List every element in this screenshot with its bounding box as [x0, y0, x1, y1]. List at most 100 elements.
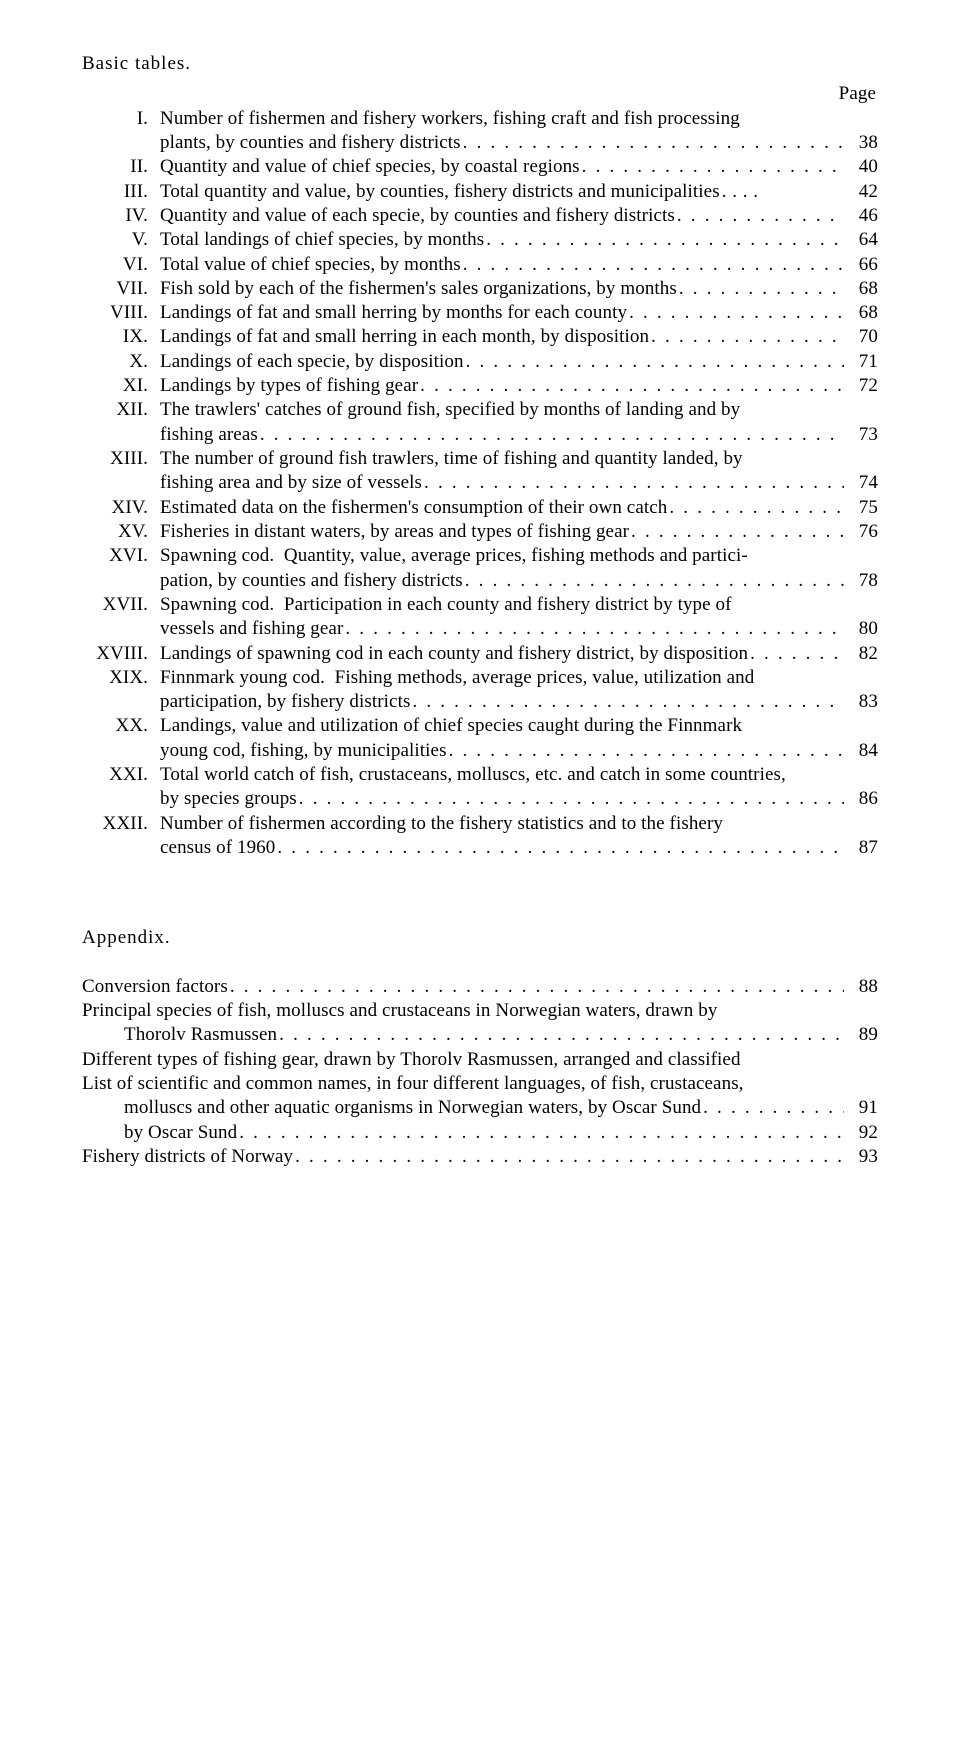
toc-page-number: 86: [844, 787, 878, 811]
appendix-page-number: 93: [844, 1145, 878, 1169]
toc-row: XXI.Total world catch of fish, crustacea…: [82, 763, 878, 812]
toc-roman-numeral: I.: [82, 107, 160, 131]
toc-entry-body: Landings of fat and small herring by mon…: [160, 301, 878, 325]
toc-entry-text: Spawning cod. Quantity, value, average p…: [160, 544, 748, 568]
toc-entry-body: The number of ground fish trawlers, time…: [160, 447, 878, 496]
toc-entry-body: Fish sold by each of the fishermen's sal…: [160, 277, 878, 301]
toc-page-number: 70: [844, 325, 878, 349]
toc-page-number: 78: [844, 569, 878, 593]
toc-roman-numeral: XIV.: [82, 496, 160, 520]
toc-entry-text: vessels and fishing gear: [160, 617, 343, 641]
toc-roman-numeral: XIX.: [82, 666, 160, 690]
toc-roman-numeral: III.: [82, 180, 160, 204]
toc-entry-line: census of 1960 . . . . . . . . . . . . .…: [160, 836, 878, 860]
toc-roman-numeral: XX.: [82, 714, 160, 738]
toc-entry-line: participation, by fishery districts . . …: [160, 690, 878, 714]
toc-row: XIV.Estimated data on the fishermen's co…: [82, 496, 878, 520]
toc-page-number: 68: [844, 277, 878, 301]
appendix-entry-line: Conversion factors . . . . . . . . . . .…: [82, 975, 878, 999]
toc-entry-body: Landings of each specie, by disposition …: [160, 350, 878, 374]
toc-leader-dots: . . . . . . . . . . . . . . . . . . . . …: [461, 131, 844, 155]
toc-roman-numeral: IV.: [82, 204, 160, 228]
appendix-entry-line: List of scientific and common names, in …: [82, 1072, 878, 1096]
toc-entry-text: Total landings of chief species, by mont…: [160, 228, 484, 252]
toc-row: VII.Fish sold by each of the fishermen's…: [82, 277, 878, 301]
toc-roman-numeral: VII.: [82, 277, 160, 301]
toc-page-number: 84: [844, 739, 878, 763]
toc-entry-line: Number of fishermen and fishery workers,…: [160, 107, 878, 131]
appendix-page-number: 91: [844, 1096, 878, 1120]
toc-entry-body: Landings of fat and small herring in eac…: [160, 325, 878, 349]
toc-roman-numeral: VI.: [82, 253, 160, 277]
appendix-row: by Oscar Sund . . . . . . . . . . . . . …: [82, 1121, 878, 1145]
toc-page-number: 68: [844, 301, 878, 325]
toc-row: XIX.Finnmark young cod. Fishing methods,…: [82, 666, 878, 715]
toc-row: I.Number of fishermen and fishery worker…: [82, 107, 878, 156]
toc-row: XI.Landings by types of fishing gear . .…: [82, 374, 878, 398]
toc-entry-line: pation, by counties and fishery district…: [160, 569, 878, 593]
toc-entry-text: Finnmark young cod. Fishing methods, ave…: [160, 666, 754, 690]
toc-leader-dots: . . . . . . . . . . . . . . . . . . . . …: [484, 228, 844, 252]
toc-entry-text: Total value of chief species, by months: [160, 253, 461, 277]
toc-leader-dots: . . . . . . . . . . . . . . . . . . . . …: [418, 374, 844, 398]
toc-entry-body: Quantity and value of each specie, by co…: [160, 204, 878, 228]
toc-entry-line: Total landings of chief species, by mont…: [160, 228, 878, 252]
toc-leader-dots: . . . . . . . . . . . . . . . . . . . . …: [461, 253, 844, 277]
toc-roman-numeral: XV.: [82, 520, 160, 544]
toc-entry-text: participation, by fishery districts: [160, 690, 410, 714]
toc-entry-line: fishing area and by size of vessels . . …: [160, 471, 878, 495]
toc-page-number: 76: [844, 520, 878, 544]
toc-row: III.Total quantity and value, by countie…: [82, 180, 878, 204]
toc-entry-text: Estimated data on the fishermen's consum…: [160, 496, 667, 520]
toc-page-number: 87: [844, 836, 878, 860]
appendix-row: Conversion factors . . . . . . . . . . .…: [82, 975, 878, 999]
toc-entry-text: fishing area and by size of vessels: [160, 471, 422, 495]
toc-entry-line: Landings of fat and small herring by mon…: [160, 301, 878, 325]
appendix-page-number: 89: [844, 1023, 878, 1047]
toc-leader-dots: . . . . . . . . . . . . . . . . . . . . …: [422, 471, 844, 495]
toc-entry-line: Landings of each specie, by disposition …: [160, 350, 878, 374]
appendix-page-number: 88: [844, 975, 878, 999]
toc-roman-numeral: XVI.: [82, 544, 160, 568]
toc-row: VIII.Landings of fat and small herring b…: [82, 301, 878, 325]
toc-page-number: 83: [844, 690, 878, 714]
toc-entry-line: plants, by counties and fishery district…: [160, 131, 878, 155]
toc-entry-text: plants, by counties and fishery district…: [160, 131, 461, 155]
appendix-entry-body: Conversion factors . . . . . . . . . . .…: [82, 975, 878, 999]
appendix-entry-body: List of scientific and common names, in …: [82, 1072, 878, 1121]
toc-entry-text: Landings of each specie, by disposition: [160, 350, 464, 374]
toc-entry-text: fishing areas: [160, 423, 258, 447]
toc-leader-dots: . . . . . . . . . . . . . . . . . . . . …: [649, 325, 844, 349]
toc-roman-numeral: II.: [82, 155, 160, 179]
toc-row: X.Landings of each specie, by dispositio…: [82, 350, 878, 374]
toc-entry-line: Landings, value and utilization of chief…: [160, 714, 878, 738]
toc-page-number: 73: [844, 423, 878, 447]
appendix-row: Principal species of fish, molluscs and …: [82, 999, 878, 1048]
toc-leader-dots: . . . . . . . . . . . . . . . . . . . . …: [447, 739, 844, 763]
appendix-entry-body: by Oscar Sund . . . . . . . . . . . . . …: [82, 1121, 878, 1145]
toc-entry-text: Fish sold by each of the fishermen's sal…: [160, 277, 677, 301]
toc-entry-line: by species groups . . . . . . . . . . . …: [160, 787, 878, 811]
toc-entry-line: Total quantity and value, by counties, f…: [160, 180, 878, 204]
toc-entry-text: Fisheries in distant waters, by areas an…: [160, 520, 629, 544]
appendix-entry-line: Thorolv Rasmussen . . . . . . . . . . . …: [82, 1023, 878, 1047]
toc-roman-numeral: VIII.: [82, 301, 160, 325]
toc-entry-line: Spawning cod. Quantity, value, average p…: [160, 544, 878, 568]
toc-page-number: 74: [844, 471, 878, 495]
toc-entry-text: Landings, value and utilization of chief…: [160, 714, 742, 738]
toc-entry-line: Finnmark young cod. Fishing methods, ave…: [160, 666, 878, 690]
toc-leader-dots: . . . . . . . . . . . . . . . . . . . . …: [675, 204, 844, 228]
appendix-entry-line: by Oscar Sund . . . . . . . . . . . . . …: [82, 1121, 878, 1145]
toc-entry-line: Quantity and value of chief species, by …: [160, 155, 878, 179]
toc-entry-text: Quantity and value of chief species, by …: [160, 155, 580, 179]
toc-entry-body: Estimated data on the fishermen's consum…: [160, 496, 878, 520]
appendix-entry-body: Principal species of fish, molluscs and …: [82, 999, 878, 1048]
toc-entry-line: fishing areas . . . . . . . . . . . . . …: [160, 423, 878, 447]
toc-entry-text: by species groups: [160, 787, 297, 811]
toc-row: XV.Fisheries in distant waters, by areas…: [82, 520, 878, 544]
toc-page-number: 66: [844, 253, 878, 277]
appendix-entry-text: List of scientific and common names, in …: [82, 1072, 744, 1096]
toc-page-number: 72: [844, 374, 878, 398]
appendix-entry-text: Principal species of fish, molluscs and …: [82, 999, 717, 1023]
toc-roman-numeral: V.: [82, 228, 160, 252]
